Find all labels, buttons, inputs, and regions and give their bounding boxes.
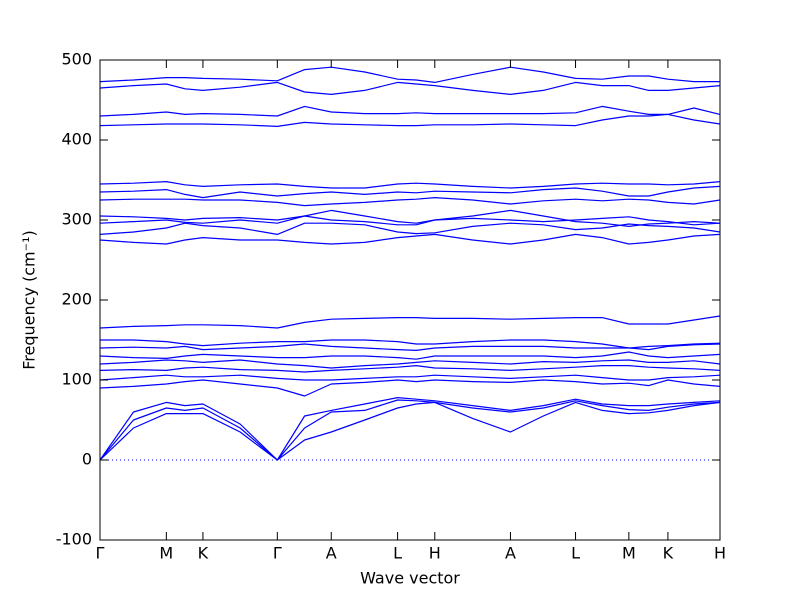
x-axis-label: Wave vector [360, 569, 460, 588]
band-line [99, 401, 721, 461]
band-line [99, 343, 721, 351]
band-line [99, 222, 721, 235]
y-tick-label: -100 [56, 530, 92, 549]
y-tick-label: 0 [82, 450, 92, 469]
band-line [99, 81, 721, 95]
x-tick-label: A [326, 544, 337, 563]
y-axis-label: Frequency (cm⁻¹) [20, 230, 39, 369]
band-line [99, 365, 721, 373]
band-line [99, 233, 721, 245]
x-tick-label: L [393, 544, 402, 563]
y-tick-label: 300 [61, 210, 92, 229]
y-tick-label: 400 [61, 130, 92, 149]
band-line [99, 374, 721, 381]
y-tick-label: 500 [61, 50, 92, 69]
x-tick-label: L [571, 544, 580, 563]
x-tick-label: K [663, 544, 674, 563]
y-tick-label: 100 [61, 370, 92, 389]
band-line [99, 359, 721, 369]
x-tick-label: Γ [273, 544, 282, 563]
band-line [99, 209, 721, 227]
band-line [100, 339, 721, 349]
x-tick-label: H [429, 544, 441, 563]
band-line [99, 351, 721, 360]
band-line [99, 315, 721, 329]
band-line [99, 215, 721, 226]
band-line [99, 66, 720, 83]
band-line [99, 113, 721, 127]
band-line [99, 185, 721, 199]
band-line [99, 181, 721, 189]
x-tick-label: Γ [96, 544, 105, 563]
band-line [99, 379, 721, 397]
band-line [99, 397, 721, 461]
band-line [99, 105, 721, 117]
band-line [99, 399, 721, 461]
x-tick-label: K [198, 544, 209, 563]
band-line [99, 197, 721, 207]
x-tick-label: A [505, 544, 516, 563]
x-tick-label: H [714, 544, 726, 563]
x-tick-label: M [622, 544, 636, 563]
plot-frame [99, 59, 721, 541]
x-tick-label: M [159, 544, 173, 563]
y-tick-label: 200 [61, 290, 92, 309]
